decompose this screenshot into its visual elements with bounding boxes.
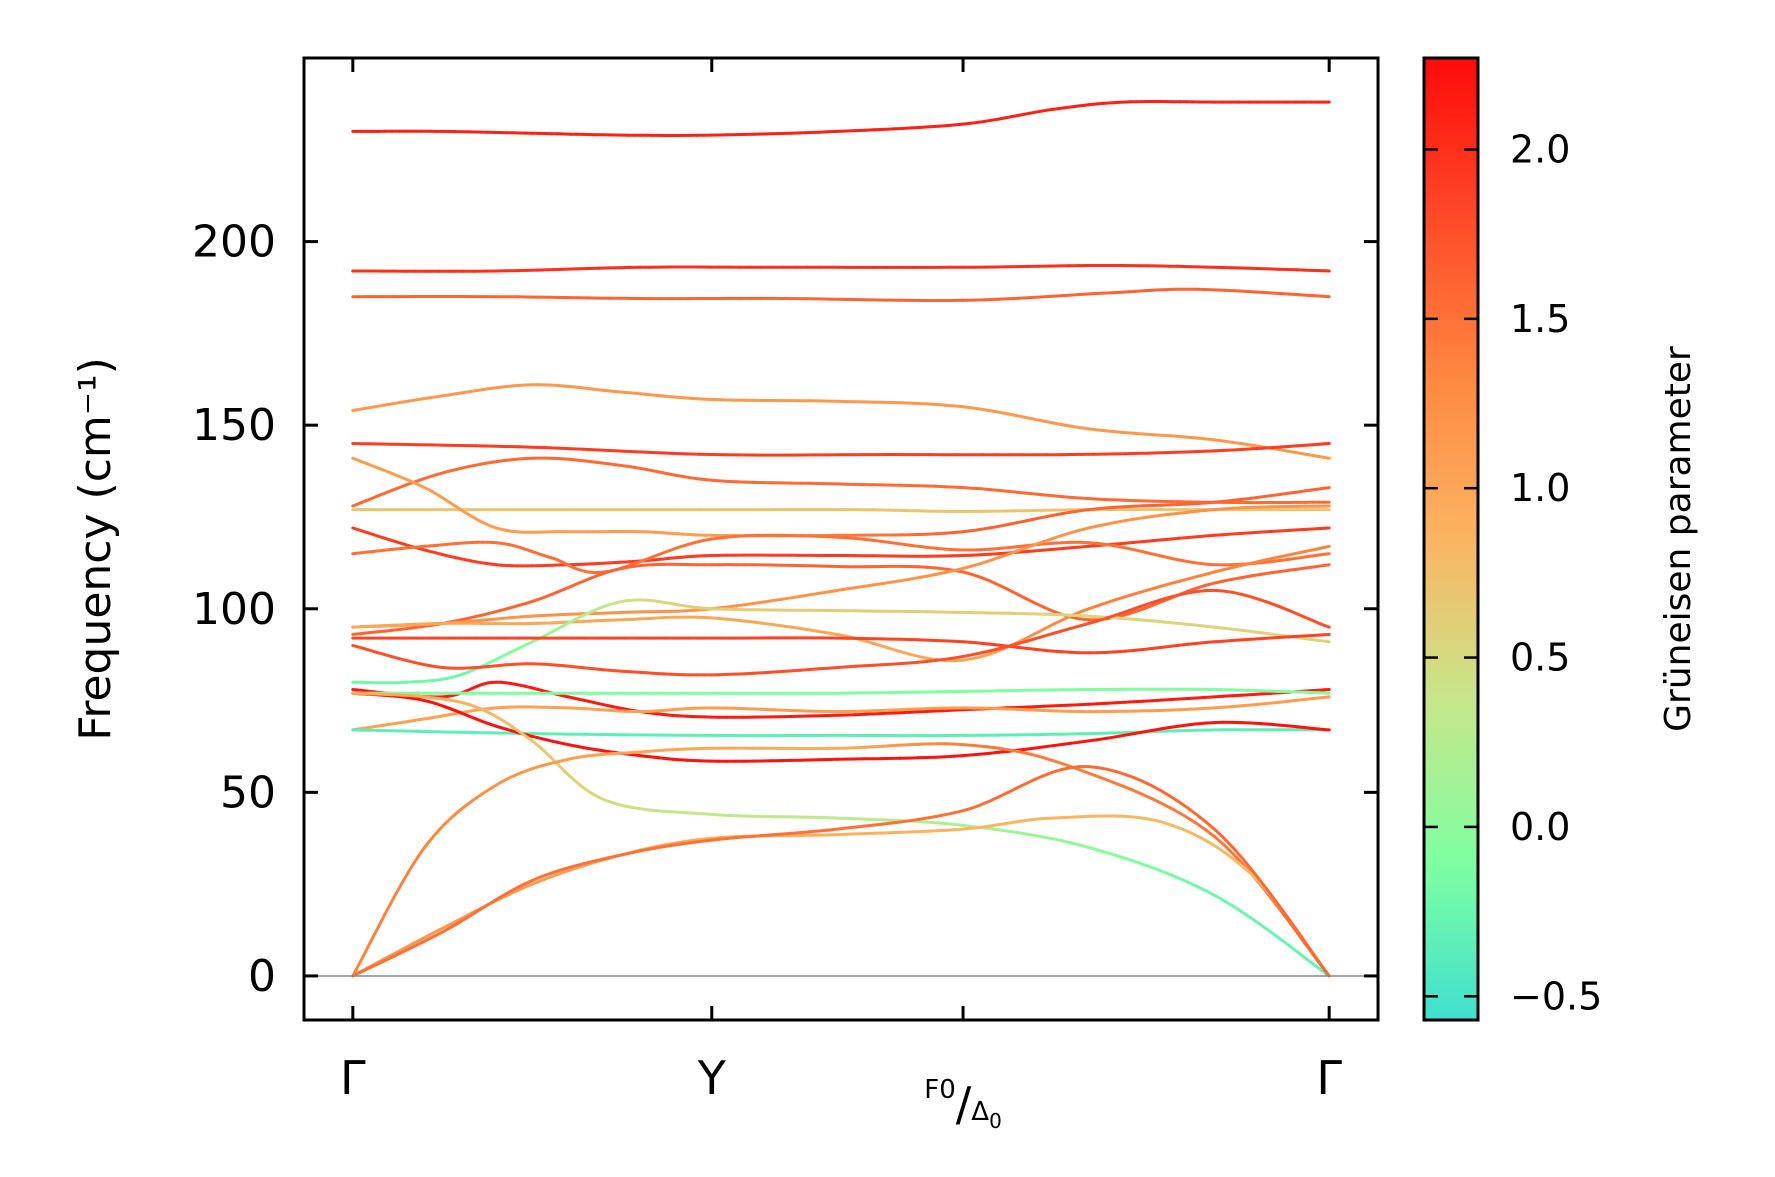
colorbar-tick-label: −0.5 <box>1510 974 1602 1018</box>
y-tick-label: 150 <box>192 400 276 451</box>
y-tick-label: 50 <box>220 767 276 818</box>
y-tick-label: 0 <box>248 951 276 1002</box>
phonon-band-20 <box>351 728 1331 738</box>
y-tick-label: 100 <box>192 584 276 635</box>
y-axis-ticks: 0 50 100 150 200 <box>192 217 1378 1002</box>
colorbar-tick-label: 1.0 <box>1510 466 1570 510</box>
phonon-band-23 <box>351 742 1331 978</box>
phonon-band-21 <box>351 691 1331 763</box>
colorbar-tick-label: 0.5 <box>1510 636 1570 680</box>
phonon-band-22 <box>351 691 1331 978</box>
phonon-band-15 <box>351 633 1331 655</box>
phonon-band-24 <box>351 814 1331 978</box>
phonon-band-13 <box>351 544 1331 663</box>
colorbar-title: Grüneisen parameter <box>1658 346 1699 732</box>
x-tick-label: Y <box>697 1051 727 1105</box>
phonon-band-2 <box>351 264 1331 273</box>
phonon-band-3 <box>351 287 1331 302</box>
colorbar-tick-label: 2.0 <box>1510 127 1570 171</box>
y-axis-title: Frequency (cm⁻¹) <box>70 357 121 741</box>
phonon-band-9 <box>351 526 1331 568</box>
phonon-band-25 <box>351 765 1331 978</box>
phonon-band-4 <box>351 383 1331 460</box>
phonon-band-5 <box>351 442 1331 457</box>
x-tick-label: Γ <box>1316 1051 1342 1105</box>
phonon-band-6 <box>351 456 1331 508</box>
bands-layer <box>351 100 1331 978</box>
colorbar-tick-label: 0.0 <box>1510 805 1570 849</box>
phonon-band-18 <box>351 687 1331 695</box>
plot-frame <box>302 56 1380 1022</box>
phonon-band-8 <box>351 456 1331 538</box>
colorbar-ticks: −0.5 0.0 0.5 1.0 1.5 2.0 <box>1424 127 1602 1018</box>
colorbar-tick-label: 1.5 <box>1510 297 1570 341</box>
phonon-band-16 <box>351 588 1331 677</box>
y-tick-label: 200 <box>192 217 276 268</box>
phonon-band-1 <box>351 100 1331 137</box>
x-tick-label: F0/Δ0 <box>924 1075 1002 1133</box>
colorbar <box>1422 56 1480 1022</box>
x-tick-label: Γ <box>340 1051 366 1105</box>
phonon-band-7 <box>351 508 1331 513</box>
x-axis-ticks: Γ Y F0/Δ0 Γ <box>340 58 1342 1133</box>
